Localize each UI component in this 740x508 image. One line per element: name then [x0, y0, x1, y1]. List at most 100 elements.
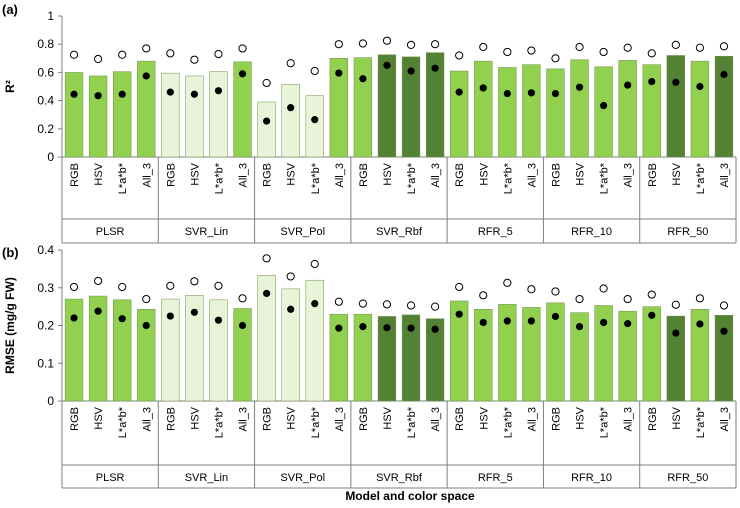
- bar: [401, 56, 421, 158]
- filled-circle-marker: [142, 321, 150, 330]
- panel-b-label: (b): [2, 245, 19, 260]
- bar: [666, 55, 685, 158]
- open-circle-marker: [695, 43, 704, 52]
- bar: [666, 315, 685, 402]
- filled-circle-marker: [142, 72, 150, 80]
- group-label: PLSR: [96, 472, 125, 484]
- bar: [450, 70, 469, 158]
- open-circle-marker: [623, 43, 632, 52]
- bar: [690, 309, 710, 402]
- bar: [353, 313, 373, 402]
- bar: [233, 61, 252, 158]
- open-circle-marker: [334, 40, 343, 49]
- open-circle-marker: [334, 297, 343, 306]
- bar: [257, 275, 276, 402]
- open-circle-marker: [382, 300, 392, 309]
- category-tick-label: All_3: [334, 407, 346, 431]
- open-circle-marker: [190, 55, 199, 64]
- bar: [570, 59, 589, 158]
- open-circle-marker: [695, 294, 704, 303]
- filled-circle-marker: [263, 117, 271, 125]
- bar: [474, 309, 493, 402]
- open-circle-marker: [599, 47, 608, 57]
- open-circle-marker: [310, 259, 319, 269]
- bar: [594, 66, 613, 158]
- filled-circle-marker: [720, 327, 728, 335]
- open-circle-marker: [118, 282, 127, 292]
- category-tick-label: RGB: [262, 163, 274, 187]
- filled-circle-marker: [335, 324, 343, 332]
- category-tick-label: L*a*b*: [213, 406, 225, 438]
- category-tick-label: RGB: [69, 163, 81, 187]
- open-circle-marker: [286, 59, 295, 68]
- bar: [137, 309, 156, 402]
- category-tick-label: All_3: [430, 407, 442, 431]
- filled-circle-marker: [166, 312, 174, 320]
- open-circle-marker: [527, 46, 536, 55]
- y-tick-label: 0.2: [37, 319, 54, 333]
- filled-circle-marker: [311, 300, 319, 308]
- group-label: PLSR: [96, 226, 125, 238]
- group-label: RFR_5: [478, 226, 513, 238]
- open-circle-marker: [142, 294, 151, 304]
- category-tick-label: L*a*b*: [599, 162, 611, 194]
- category-tick-label: All_3: [238, 407, 250, 431]
- bar: [233, 308, 252, 402]
- open-circle-marker: [286, 272, 295, 281]
- open-circle-marker: [671, 40, 680, 50]
- filled-circle-marker: [287, 104, 295, 112]
- open-circle-marker: [527, 285, 536, 294]
- filled-circle-marker: [238, 70, 247, 78]
- category-tick-label: All_3: [141, 407, 153, 431]
- x-axis-title: Model and color space: [345, 489, 475, 503]
- filled-circle-marker: [383, 61, 391, 69]
- open-circle-marker: [431, 40, 440, 49]
- filled-circle-marker: [503, 89, 511, 98]
- bar: [185, 295, 204, 402]
- filled-circle-marker: [94, 307, 102, 315]
- filled-circle-marker: [214, 316, 223, 324]
- open-circle-marker: [455, 51, 464, 60]
- open-circle-marker: [358, 39, 367, 48]
- open-circle-marker: [382, 36, 392, 45]
- category-tick-label: L*a*b*: [310, 162, 322, 194]
- bar: [281, 84, 300, 158]
- bar: [450, 300, 469, 402]
- category-tick-label: RGB: [550, 163, 562, 187]
- filled-circle-marker: [311, 116, 319, 124]
- y-tick-label: 0.2: [37, 122, 54, 136]
- bar: [498, 67, 517, 158]
- category-tick-label: RGB: [647, 407, 659, 431]
- category-tick-label: HSV: [189, 162, 201, 185]
- category-tick-label: L*a*b*: [695, 162, 707, 194]
- bar: [161, 72, 180, 158]
- y-tick-label: 0.8: [37, 37, 54, 51]
- y-tick-label: 0.3: [37, 281, 54, 295]
- category-tick-label: RGB: [165, 163, 177, 187]
- bar: [498, 304, 517, 402]
- open-circle-marker: [118, 50, 127, 59]
- y-tick-label: 0.6: [37, 65, 54, 79]
- open-circle-marker: [575, 294, 584, 304]
- filled-circle-marker: [359, 75, 367, 83]
- group-label: SVR_Rbf: [376, 226, 423, 238]
- filled-circle-marker: [455, 310, 463, 318]
- y-axis-title: RMSE (mg/g FW): [3, 277, 17, 374]
- filled-circle-marker: [672, 329, 680, 337]
- filled-circle-marker: [190, 308, 198, 316]
- category-tick-label: HSV: [382, 162, 394, 185]
- filled-circle-marker: [503, 317, 511, 325]
- y-tick-label: 0: [47, 394, 54, 408]
- open-circle-marker: [94, 54, 103, 64]
- open-circle-marker: [190, 277, 199, 286]
- category-tick-label: HSV: [478, 162, 490, 185]
- category-tick-label: HSV: [382, 406, 394, 429]
- open-circle-marker: [551, 54, 560, 63]
- category-tick-label: All_3: [623, 407, 635, 431]
- category-tick-label: HSV: [189, 406, 201, 429]
- category-tick-label: L*a*b*: [599, 406, 611, 438]
- filled-circle-marker: [383, 324, 391, 332]
- bar: [474, 60, 493, 158]
- category-tick-label: L*a*b*: [310, 406, 322, 438]
- bar: [64, 298, 84, 402]
